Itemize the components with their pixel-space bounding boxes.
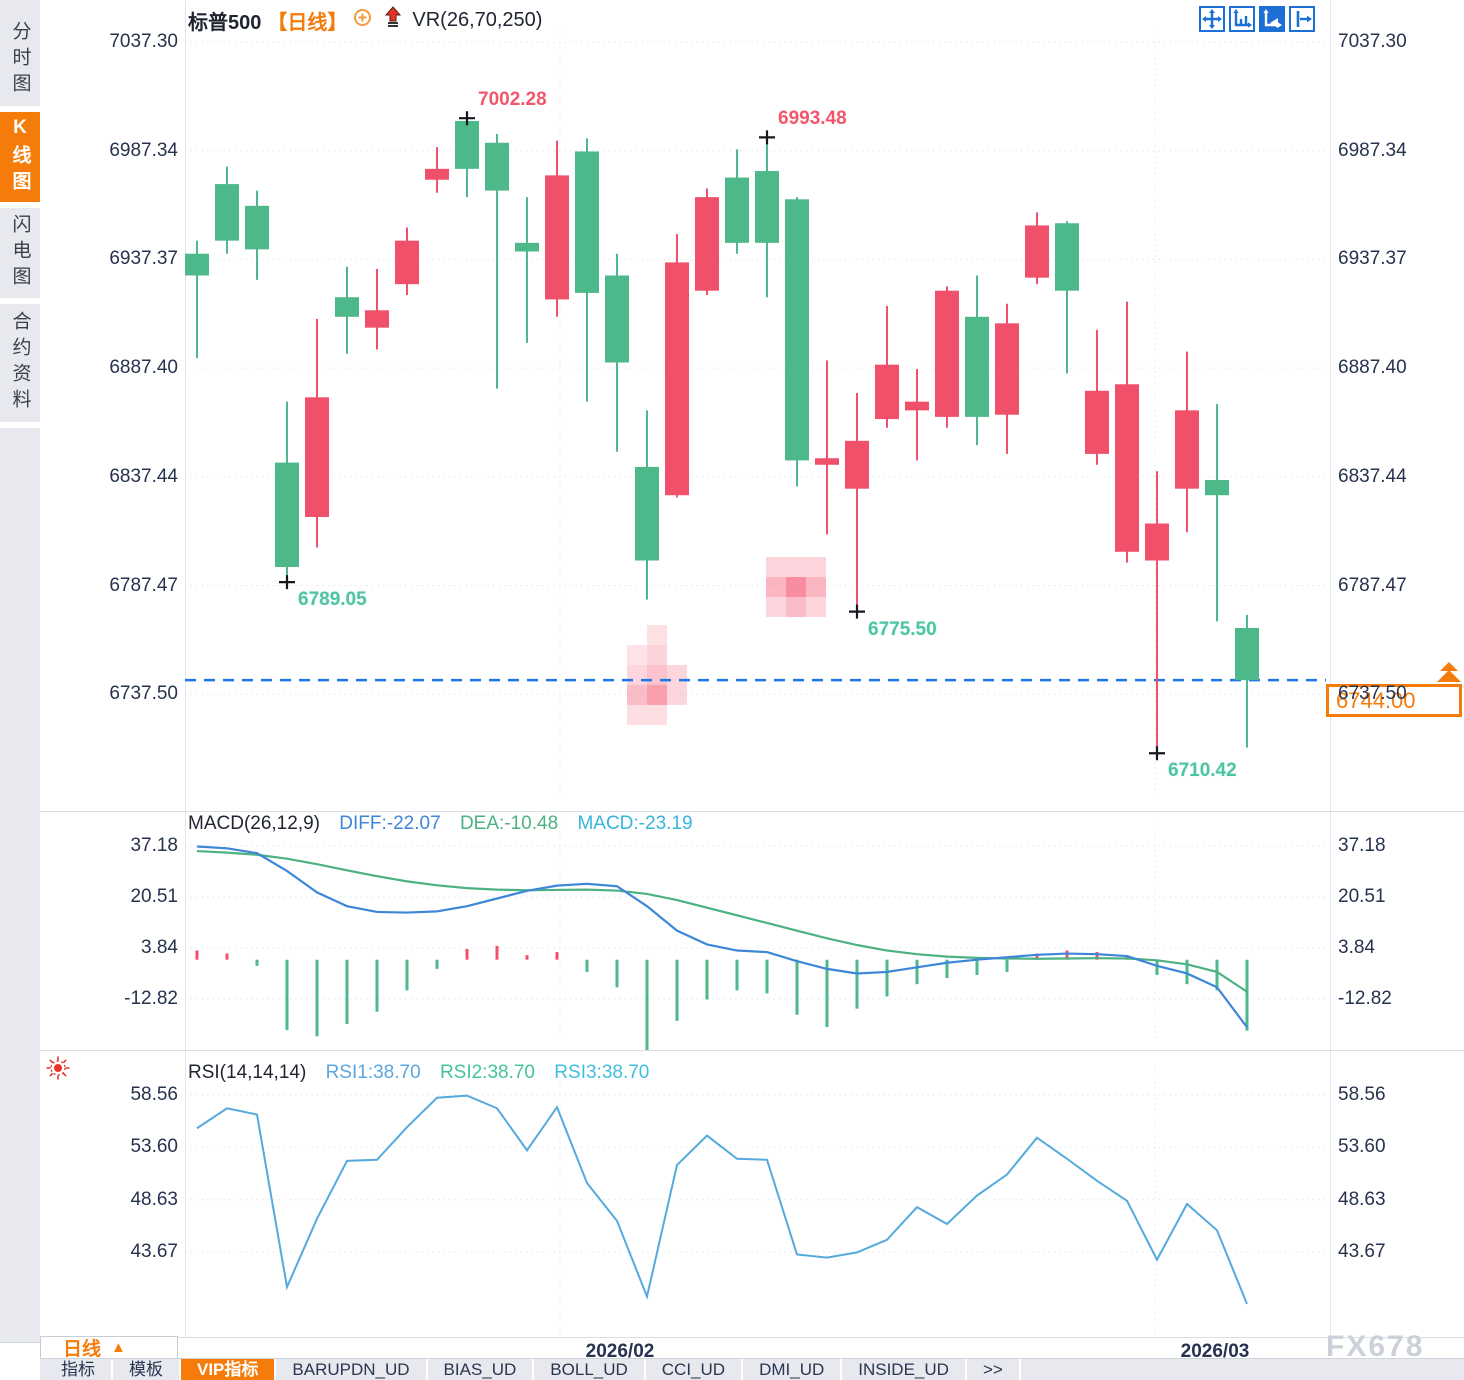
price-annotation: 6789.05	[298, 589, 367, 611]
period-label[interactable]: 【日线】	[267, 11, 348, 34]
axis-scale-icon[interactable]	[1229, 6, 1255, 32]
panel-separator-3	[40, 1337, 1464, 1338]
price-axis-label-left: 6787.47	[109, 574, 178, 596]
circle-plus-icon[interactable]	[353, 8, 372, 33]
price-annotation: 7002.28	[478, 89, 547, 111]
sun-icon[interactable]	[45, 1055, 71, 1086]
price-axis-label-right: 7037.30	[1338, 31, 1407, 52]
rsi1-value: RSI1:38.70	[325, 1062, 421, 1083]
left-sidebar: 分时图 K线图 闪电图 合约资料	[0, 0, 40, 1380]
price-axis-label-right: 6987.34	[1338, 139, 1407, 161]
tab-指标[interactable]: 指标	[45, 1359, 113, 1380]
axis-play-icon[interactable]	[1259, 6, 1285, 32]
price-axis-label-right: 6937.37	[1338, 248, 1407, 270]
chart-header: 标普500 【日线】 VR(26,70,250)	[188, 6, 543, 34]
step-forward-icon[interactable]	[1289, 6, 1315, 32]
macd-dea-value: DEA:-10.48	[459, 813, 559, 834]
price-annotation: 6710.42	[1168, 760, 1237, 782]
price-axis-label-left: 7037.30	[109, 31, 178, 52]
sidebar-item-lightning-chart[interactable]: 闪电图	[0, 208, 40, 298]
panel-separator-1	[40, 811, 1464, 812]
macd-diff-value: DIFF:-22.07	[339, 813, 441, 834]
rsi2-value: RSI2:38.70	[439, 1062, 536, 1083]
rsi-header: RSI(14,14,14) RSI1:38.70 RSI2:38.70 RSI3…	[188, 1062, 663, 1084]
x-axis-label-2026/03: 2026/03	[1180, 1341, 1250, 1362]
panel-separator-2	[40, 1050, 1464, 1051]
rsi-axis-label-left: 48.63	[130, 1188, 178, 1210]
period-tab-arrow-icon: ▲	[111, 1339, 126, 1356]
watermark: FX678	[1326, 1330, 1425, 1363]
rsi-axis-label-right: 58.56	[1338, 1084, 1386, 1105]
macd-axis-label-right: 3.84	[1338, 937, 1375, 958]
symbol-name: 标普500	[188, 11, 262, 34]
rsi-axis-label-right: 43.67	[1338, 1240, 1386, 1262]
price-axis-label-left: 6737.50	[109, 683, 178, 705]
price-axis-label-right: 6837.44	[1338, 465, 1407, 487]
price-axis-label-left: 6937.37	[109, 248, 178, 270]
macd-axis-label-right: 37.18	[1338, 835, 1386, 856]
macd-value: MACD:-23.19	[577, 813, 693, 834]
rsi-axis-label-left: 43.67	[130, 1240, 178, 1262]
macd-header: MACD(26,12,9) DIFF:-22.07 DEA:-10.48 MAC…	[188, 813, 707, 835]
rsi-chart[interactable]	[0, 1051, 1464, 1337]
sidebar-item-kline-chart[interactable]: K线图	[0, 112, 40, 202]
tab-BIAS_UD[interactable]: BIAS_UD	[428, 1359, 535, 1380]
plot-left-border	[185, 0, 186, 1338]
price-annotation: 6775.50	[868, 618, 937, 640]
period-tab-label: 日线	[63, 1339, 102, 1360]
chart-toolbar	[1199, 6, 1315, 32]
price-axis-label-right: 6787.47	[1338, 574, 1407, 596]
sidebar-item-timeline-chart[interactable]: 分时图	[0, 14, 40, 106]
rsi-title: RSI(14,14,14)	[188, 1062, 307, 1083]
tab->>[interactable]: >>	[967, 1359, 1021, 1380]
candlestick-chart[interactable]	[0, 0, 1464, 812]
macd-axis-label-left: 37.18	[130, 835, 178, 856]
period-tab[interactable]: 日线 ▲	[40, 1336, 178, 1360]
indicator-tab-bar: 指标 模板 VIP指标 BARUPDN_UD BIAS_UD BOLL_UD CCI_UD D…	[40, 1358, 1464, 1380]
macd-title: MACD(26,12,9)	[188, 813, 320, 834]
macd-axis-label-left: -12.82	[124, 988, 178, 1009]
move-crosshair-icon[interactable]	[1199, 6, 1225, 32]
sidebar-bottom-cell	[0, 1342, 40, 1380]
rsi3-value: RSI3:38.70	[554, 1062, 650, 1083]
sidebar-item-contract-info[interactable]: 合约资料	[0, 304, 40, 422]
tab-BARUPDN_UD[interactable]: BARUPDN_UD	[276, 1359, 428, 1380]
price-up-marker-icon	[1437, 662, 1461, 682]
macd-axis-label-right: 20.51	[1338, 886, 1386, 907]
price-axis-label-right: 6887.40	[1338, 357, 1407, 379]
tab-VIP指标[interactable]: VIP指标	[181, 1359, 277, 1380]
tab-模板[interactable]: 模板	[113, 1359, 181, 1380]
current-price-box: 6744.00	[1326, 684, 1462, 717]
rsi-axis-label-right: 53.60	[1338, 1136, 1386, 1158]
price-axis-label-left: 6837.44	[109, 465, 178, 487]
x-axis-label-2026/02: 2026/02	[585, 1341, 655, 1362]
macd-chart[interactable]	[0, 812, 1464, 1050]
indicator-label[interactable]: VR(26,70,250)	[412, 8, 543, 31]
rsi-axis-label-left: 53.60	[130, 1136, 178, 1158]
plot-right-border	[1330, 0, 1331, 1338]
up-arrow-icon	[384, 6, 402, 34]
rsi-axis-label-left: 58.56	[130, 1084, 178, 1105]
macd-axis-label-right: -12.82	[1338, 988, 1392, 1009]
price-axis-label-left: 6887.40	[109, 357, 178, 379]
current-price-value: 6744.00	[1336, 688, 1416, 713]
rsi-axis-label-right: 48.63	[1338, 1188, 1386, 1210]
price-axis-label-left: 6987.34	[109, 139, 178, 161]
price-annotation: 6993.48	[778, 108, 847, 130]
tab-CCI_UD[interactable]: CCI_UD	[646, 1359, 744, 1380]
tab-BOLL_UD[interactable]: BOLL_UD	[534, 1359, 646, 1380]
price-axis-label-right: 6737.50	[1338, 683, 1407, 705]
macd-axis-label-left: 20.51	[130, 886, 178, 907]
tab-DMI_UD[interactable]: DMI_UD	[743, 1359, 843, 1380]
macd-axis-label-left: 3.84	[141, 937, 178, 958]
tab-INSIDE_UD[interactable]: INSIDE_UD	[842, 1359, 967, 1380]
